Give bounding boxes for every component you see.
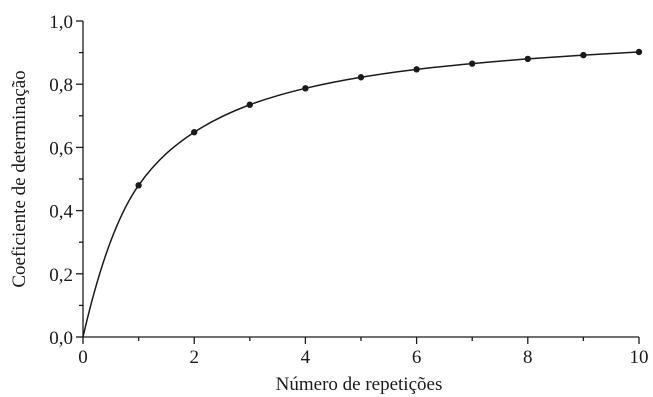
data-point bbox=[524, 55, 531, 63]
data-point bbox=[302, 85, 309, 92]
y-tick-label: 0,8 bbox=[49, 75, 73, 96]
x-tick-label: 2 bbox=[189, 347, 199, 368]
y-tick-label: 0,4 bbox=[49, 202, 73, 223]
data-point bbox=[413, 66, 420, 73]
data-point bbox=[246, 101, 253, 108]
data-point bbox=[191, 129, 198, 136]
x-axis-title: Número de repetições bbox=[276, 374, 443, 395]
data-point bbox=[580, 51, 587, 59]
x-tick-labels: 0 2 4 6 8 10 bbox=[78, 347, 648, 368]
data-point bbox=[357, 74, 365, 81]
y-tick-label: 0,2 bbox=[49, 265, 73, 286]
fitted-curve bbox=[82, 51, 640, 338]
data-point bbox=[635, 48, 643, 56]
x-tick-label: 10 bbox=[630, 347, 649, 368]
x-tick-label: 8 bbox=[523, 347, 533, 368]
x-tick-label: 0 bbox=[78, 347, 88, 368]
y-tick-label: 0,6 bbox=[49, 138, 73, 159]
data-point bbox=[469, 60, 476, 67]
y-tick-label: 0,0 bbox=[49, 328, 73, 349]
y-tick-labels: 0,0 0,2 0,4 0,6 0,8 1,0 bbox=[49, 12, 73, 349]
x-tick-label: 4 bbox=[301, 347, 311, 368]
data-point bbox=[135, 182, 142, 189]
data-points bbox=[135, 48, 643, 189]
x-tick-label: 6 bbox=[412, 347, 422, 368]
ticks-layer bbox=[76, 20, 640, 344]
y-tick-label: 1,0 bbox=[49, 12, 73, 33]
y-axis-title: Coeficiente de determinação bbox=[9, 70, 30, 287]
